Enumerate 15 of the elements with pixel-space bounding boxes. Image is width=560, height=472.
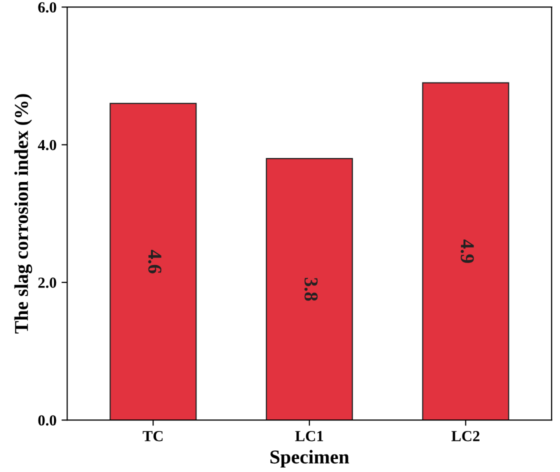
data-label: 4.9 — [460, 240, 474, 263]
bar — [422, 82, 510, 420]
y-tick-label: 0.0 — [38, 415, 56, 426]
data-label: 4.6 — [148, 250, 162, 274]
bar — [266, 158, 353, 420]
y-tick-label: 2.0 — [38, 278, 56, 288]
x-tick-label: LC1 — [295, 430, 324, 442]
y-tick-label: 4.0 — [38, 140, 56, 150]
y-tick-label: 6.0 — [38, 2, 56, 13]
bar — [110, 102, 197, 420]
x-tick-label: LC2 — [451, 430, 480, 442]
x-axis-title: Specimen — [270, 450, 350, 468]
data-label: 3.8 — [304, 278, 318, 301]
x-tick-label: TC — [142, 430, 163, 442]
y-axis-title: The slag corrosion index (%) — [14, 94, 32, 334]
